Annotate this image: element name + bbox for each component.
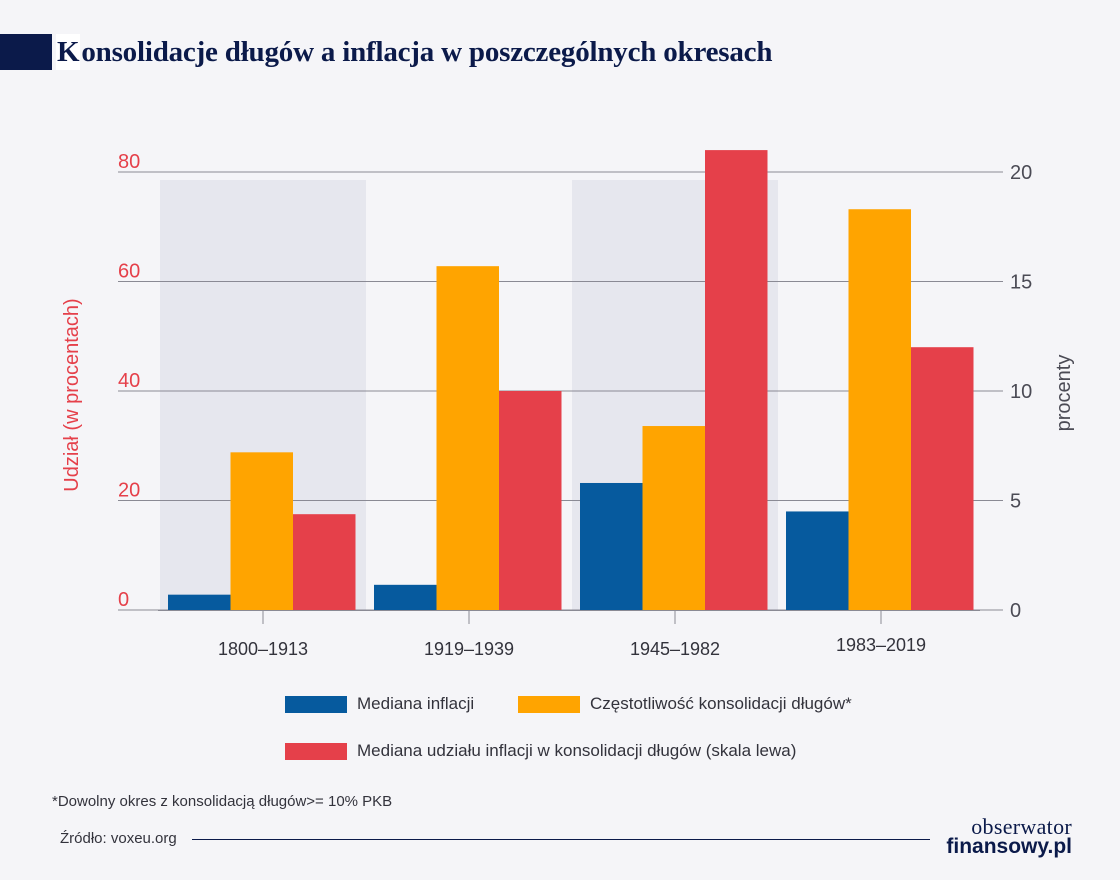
- y-axis-title-left: Udział (w procentach): [61, 298, 83, 491]
- legend-item-consolidation-frequency: Częstotliwość konsolidacji długów*: [518, 694, 852, 714]
- bar-median-inflation: [786, 511, 849, 610]
- legend-swatch-red: [285, 742, 347, 760]
- chart-title: Konsolidacje długów a inflacja w poszcze…: [56, 34, 772, 70]
- logo-top-text: obserwator: [971, 814, 1072, 839]
- source-text: Źródło: voxeu.org: [60, 830, 177, 847]
- legend-swatch-blue: [285, 695, 347, 713]
- chart-plot: 0 20 40 60 80 0 5 10 15 20 1800–1913 1919–1939 1945–…: [61, 150, 1075, 659]
- legend-item-inflation-share: Mediana udziału inflacji w konsolidacji …: [285, 741, 796, 761]
- y-tick-left: 20: [118, 480, 140, 502]
- bar-median-inflation: [168, 594, 231, 610]
- source-divider: [192, 839, 930, 840]
- bar-consolidation-frequency: [642, 426, 705, 610]
- legend-label: Częstotliwość konsolidacji długów*: [590, 694, 852, 713]
- bar-inflation-share: [705, 150, 768, 610]
- y-tick-left: 40: [118, 370, 140, 392]
- bar-inflation-share: [499, 391, 562, 610]
- y-tick-left: 0: [118, 589, 129, 611]
- x-tick-label: 1800–1913: [218, 639, 308, 659]
- y-tick-right: 10: [1010, 381, 1032, 403]
- y-tick-right: 5: [1010, 491, 1021, 513]
- y-axis-title-right: procenty: [1053, 355, 1075, 432]
- logo-bottom-text: finansowy.pl: [946, 835, 1072, 858]
- title-initial: K: [56, 34, 81, 70]
- publisher-logo: obserwator finansowy.pl: [940, 814, 1072, 858]
- x-tick-label: 1945–1982: [630, 639, 720, 659]
- bar-consolidation-frequency: [230, 452, 293, 610]
- y-tick-right: 20: [1010, 162, 1032, 184]
- legend-swatch-orange: [518, 695, 580, 713]
- footnote: *Dowolny okres z konsolidacją długów>= 1…: [52, 793, 393, 810]
- y-tick-right: 0: [1010, 600, 1021, 622]
- legend-label: Mediana udziału inflacji w konsolidacji …: [357, 741, 797, 760]
- y-tick-left: 60: [118, 261, 140, 283]
- x-tick-label: 1919–1939: [424, 639, 514, 659]
- bar-median-inflation: [580, 482, 643, 610]
- title-accent-bar: [0, 34, 52, 70]
- title-text: onsolidacje długów a inflacja w poszczeg…: [81, 36, 773, 68]
- bar-consolidation-frequency: [848, 209, 911, 611]
- bar-median-inflation: [374, 584, 437, 610]
- x-tick-label: 1983–2019: [836, 635, 926, 655]
- bar-consolidation-frequency: [436, 266, 499, 610]
- y-tick-right: 15: [1010, 272, 1032, 294]
- legend-label: Mediana inflacji: [357, 694, 475, 713]
- legend-item-median-inflation: Mediana inflacji: [285, 694, 474, 714]
- y-tick-left: 80: [118, 151, 140, 173]
- bar-inflation-share: [293, 514, 356, 610]
- bar-inflation-share: [911, 347, 974, 610]
